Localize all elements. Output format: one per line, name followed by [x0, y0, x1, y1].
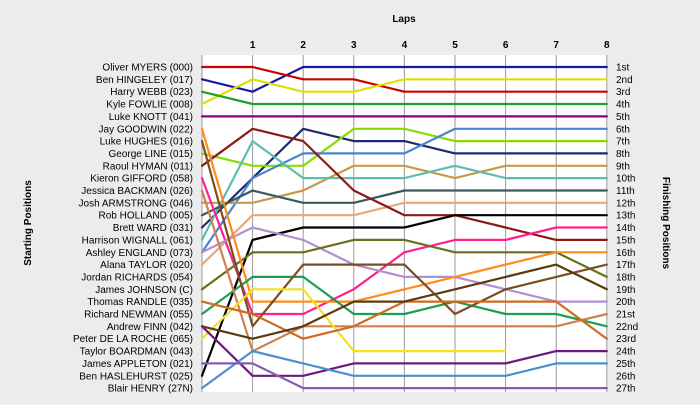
- finish-label: 24th: [616, 347, 635, 358]
- finish-label: 10th: [616, 174, 635, 185]
- finish-label: 7th: [616, 137, 630, 148]
- finish-label: 23rd: [616, 334, 636, 345]
- start-label: Jordan RICHARDS (054): [81, 272, 193, 283]
- series-line: [200, 140, 608, 241]
- lap-tick-label: 8: [604, 40, 610, 51]
- series-line: [200, 65, 608, 93]
- series-line: [200, 189, 608, 217]
- finish-label: 26th: [616, 371, 635, 382]
- start-label: James APPLETON (021): [82, 359, 193, 370]
- finish-label: 17th: [616, 260, 635, 271]
- series-line: [200, 127, 608, 229]
- series-line: [200, 226, 608, 303]
- finish-label: 27th: [616, 384, 635, 395]
- start-label: Harry WEBB (023): [110, 87, 193, 98]
- series-line: [200, 325, 608, 377]
- start-label: Luke KNOTT (041): [109, 112, 193, 123]
- finish-label: 3rd: [616, 87, 630, 98]
- start-label: Raoul HYMAN (011): [103, 161, 193, 172]
- series-line: [200, 350, 608, 390]
- start-label: Richard NEWMAN (055): [84, 310, 193, 321]
- lap-tick-label: 1: [250, 40, 256, 51]
- series-line: [200, 238, 608, 291]
- finish-label: 18th: [616, 272, 635, 283]
- lap-tick-label: 4: [402, 40, 408, 51]
- start-label: Harrison WIGNALL (061): [82, 235, 193, 246]
- lap-tick-labels: 1 2 3 4 5 6 7 8: [250, 40, 610, 51]
- finish-label: 21st: [616, 310, 635, 321]
- finish-label: 20th: [616, 297, 635, 308]
- finish-label: 15th: [616, 235, 635, 246]
- series-line: [200, 275, 608, 328]
- start-label: Jay GOODWIN (022): [99, 124, 193, 135]
- series-line: [200, 127, 608, 167]
- series-line: [200, 127, 608, 254]
- series-line: [200, 177, 608, 316]
- start-label: James JOHNSON (C): [95, 285, 193, 296]
- series-line: [200, 140, 608, 328]
- grid-lines: [201, 55, 608, 392]
- finish-label: 9th: [616, 161, 630, 172]
- series-line: [200, 90, 608, 106]
- finish-label: 1st: [616, 63, 630, 74]
- series-line: [200, 78, 608, 106]
- starting-position-labels: Oliver MYERS (000)Ben HINGELEY (017)Harr…: [73, 63, 193, 395]
- finish-label: 22nd: [616, 322, 638, 333]
- series-line: [200, 127, 608, 303]
- start-label: George LINE (015): [109, 149, 194, 160]
- start-label: Oliver MYERS (000): [102, 63, 193, 74]
- start-label: Kyle FOWLIE (008): [106, 100, 193, 111]
- finish-label: 11th: [616, 186, 635, 197]
- start-label: Jessica BACKMAN (026): [81, 186, 193, 197]
- finish-label: 25th: [616, 359, 635, 370]
- finish-label: 8th: [616, 149, 630, 160]
- series-line: [200, 189, 608, 353]
- start-label: Taylor BOARDMAN (043): [80, 347, 193, 358]
- start-label: Ben HINGELEY (017): [96, 75, 193, 86]
- chart-title: Laps: [392, 14, 416, 25]
- start-label: Luke HUGHES (016): [100, 137, 193, 148]
- start-label: Andrew FINN (042): [107, 322, 193, 333]
- start-label: Rob HOLLAND (005): [99, 211, 193, 222]
- lap-tick-label: 2: [300, 40, 306, 51]
- finish-label: 6th: [616, 124, 630, 135]
- series-line: [200, 362, 608, 390]
- lap-tick-label: 3: [351, 40, 357, 51]
- finish-label: 12th: [616, 198, 635, 209]
- finish-label: 5th: [616, 112, 630, 123]
- finish-label: 16th: [616, 248, 635, 259]
- start-label: Ben HASLEHURST (025): [79, 371, 193, 382]
- finish-label: 14th: [616, 223, 635, 234]
- lap-tick-label: 5: [452, 40, 458, 51]
- series-line: [200, 127, 608, 241]
- series-line: [200, 201, 608, 266]
- series-lines: [200, 65, 608, 390]
- lap-tick-label: 7: [553, 40, 559, 51]
- series-line: [200, 263, 608, 340]
- finish-label: 4th: [616, 100, 630, 111]
- right-axis-title: Finishing Positions: [660, 177, 671, 270]
- start-label: Blair HENRY (27N): [108, 384, 193, 395]
- finish-label: 2nd: [616, 75, 633, 86]
- left-axis-title: Starting Positions: [23, 180, 34, 266]
- series-line: [200, 164, 608, 204]
- start-label: Alana TAYLOR (020): [100, 260, 193, 271]
- start-label: Brett WARD (031): [113, 223, 193, 234]
- finish-label: 13th: [616, 211, 635, 222]
- start-label: Kieron GIFFORD (058): [90, 174, 193, 185]
- finish-label: 19th: [616, 285, 635, 296]
- start-label: Thomas RANDLE (035): [87, 297, 193, 308]
- series-line: [200, 214, 608, 377]
- start-label: Ashley ENGLAND (073): [86, 248, 193, 259]
- start-label: Josh ARMSTRONG (046): [79, 198, 193, 209]
- start-label: Peter DE LA ROCHE (065): [73, 334, 193, 345]
- series-line: [200, 288, 507, 353]
- lap-tick-label: 6: [503, 40, 509, 51]
